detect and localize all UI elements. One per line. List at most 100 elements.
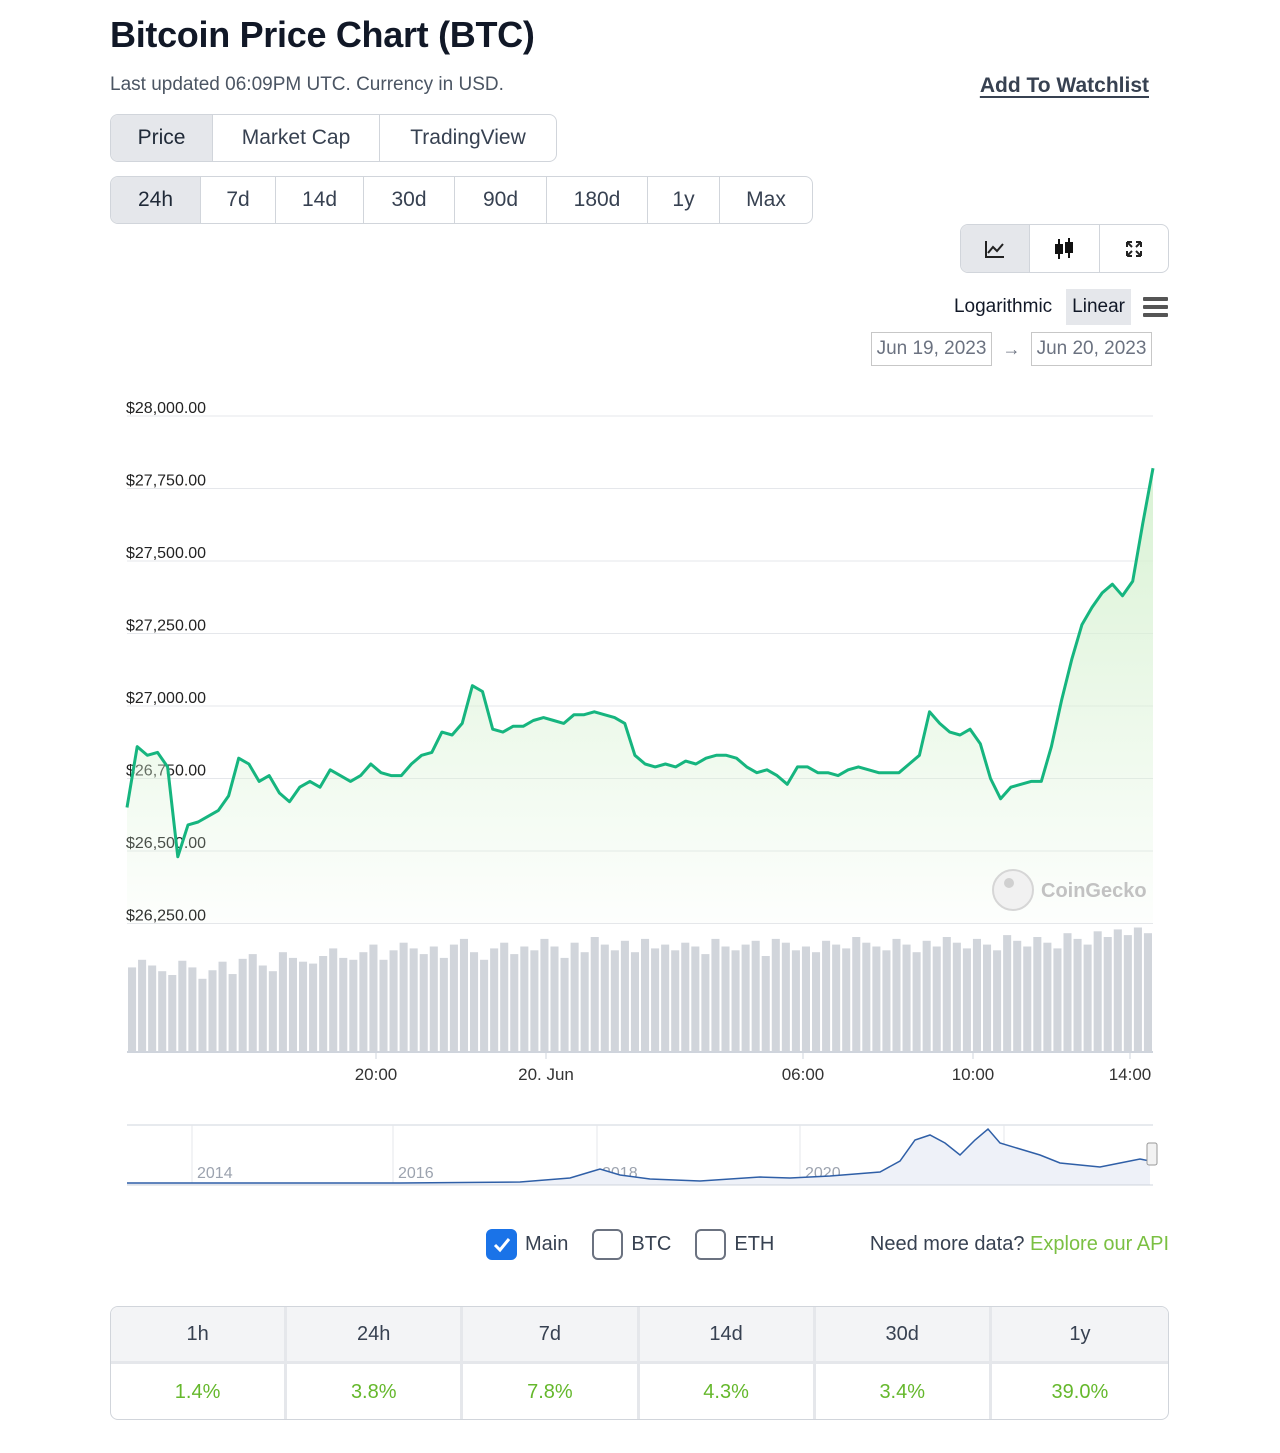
volume-bar [480, 959, 489, 1051]
volume-bar [641, 938, 650, 1051]
y-tick-label: $27,500.00 [126, 545, 206, 562]
checkmark-icon [493, 1237, 510, 1252]
api-promo: Need more data? Explore our API [870, 1233, 1169, 1256]
volume-bar [319, 956, 328, 1051]
volume-bar [1123, 935, 1132, 1051]
volume-bar [761, 956, 770, 1051]
period-change-value: 4.3% [640, 1364, 816, 1419]
volume-bar [580, 952, 589, 1051]
volume-bar [429, 946, 438, 1051]
volume-bar [691, 946, 700, 1051]
volume-bar [801, 946, 810, 1051]
volume-bar [711, 938, 720, 1051]
volume-bar [570, 942, 579, 1051]
compare-checkboxes: Main BTC ETH [486, 1229, 798, 1260]
navigator-line [127, 1127, 1151, 1184]
x-tick-label: 06:00 [782, 1065, 825, 1084]
tab-market-cap[interactable]: Market Cap [213, 115, 380, 161]
linear-scale-option[interactable]: Linear [1066, 289, 1131, 325]
checkbox-btc-box[interactable] [592, 1229, 624, 1260]
volume-bar [1113, 929, 1122, 1051]
checkbox-eth-box[interactable] [695, 1229, 727, 1260]
checkbox-btc[interactable]: BTC [592, 1229, 671, 1260]
checkbox-main-label: Main [525, 1233, 569, 1255]
volume-bar [912, 952, 921, 1051]
candlestick-chart-button[interactable] [1030, 225, 1100, 272]
range-14d-button[interactable]: 14d [276, 177, 364, 223]
volume-bar [349, 959, 358, 1051]
volume-bar [228, 974, 237, 1051]
volume-bar [560, 957, 569, 1051]
x-tick-label: 20:00 [355, 1065, 398, 1084]
price-area [127, 468, 1153, 924]
range-max-button[interactable]: Max [746, 188, 786, 211]
checkbox-btc-label: BTC [631, 1233, 672, 1255]
navigator-chart[interactable]: 20142016201820202022 [0, 1115, 1280, 1195]
range-30d-button[interactable]: 30d [364, 177, 455, 223]
scale-selector: Logarithmic Linear [948, 289, 1168, 325]
checkbox-eth[interactable]: ETH [695, 1229, 774, 1260]
period-header: 7d [463, 1307, 640, 1364]
volume-bar [168, 975, 177, 1051]
volume-bar [530, 950, 539, 1051]
price-chart[interactable]: $28,000.00 $27,750.00 $27,500.00 $27,250.00… [0, 380, 1280, 1100]
volume-bar [198, 978, 207, 1051]
tab-tradingview[interactable]: TradingView [410, 126, 526, 149]
volume-bar [651, 948, 660, 1051]
date-range: Jun 19, 2023 → Jun 20, 2023 [871, 332, 1152, 366]
watermark-text: CoinGecko [1041, 880, 1147, 902]
volume-bar [208, 970, 217, 1051]
api-prompt-text: Need more data? [869, 1233, 1025, 1255]
volume-bar [822, 940, 831, 1051]
volume-bar [922, 940, 931, 1051]
volume-bar [288, 957, 297, 1051]
volume-bar [1133, 927, 1142, 1051]
volume-bar [218, 961, 227, 1051]
explore-api-link[interactable]: Explore our API [1030, 1233, 1169, 1255]
tab-price[interactable]: Price [111, 115, 213, 161]
last-updated-text: Last updated 06:09PM UTC. Currency in US… [110, 74, 504, 95]
volume-bar [952, 942, 961, 1051]
period-header: 30d [815, 1307, 992, 1364]
arrow-right-icon: → [1002, 338, 1021, 359]
hamburger-menu-icon[interactable] [1143, 297, 1168, 317]
period-header: 1h [111, 1307, 288, 1364]
checkbox-main[interactable]: Main [486, 1229, 568, 1260]
fullscreen-button[interactable] [1100, 225, 1168, 272]
volume-bar [701, 954, 710, 1051]
volume-bar [540, 938, 549, 1051]
volume-bar [751, 940, 760, 1051]
volume-bar [439, 957, 448, 1051]
range-7d-button[interactable]: 7d [201, 177, 276, 223]
volume-bar [1053, 948, 1062, 1051]
chart-view-tools [960, 224, 1169, 273]
range-24h-button[interactable]: 24h [111, 177, 201, 223]
date-to-input[interactable]: Jun 20, 2023 [1031, 332, 1152, 366]
volume-bar [1103, 937, 1112, 1051]
logarithmic-scale-option[interactable]: Logarithmic [953, 296, 1053, 317]
date-from-input[interactable]: Jun 19, 2023 [871, 332, 992, 366]
volume-bar [359, 952, 368, 1051]
checkbox-main-box[interactable] [486, 1229, 517, 1260]
range-180d-button[interactable]: 180d [547, 177, 648, 223]
y-tick-label: $27,250.00 [126, 618, 206, 635]
period-change-value: 39.0% [1051, 1381, 1109, 1403]
range-90d-button[interactable]: 90d [455, 177, 547, 223]
volume-bar [731, 950, 740, 1051]
range-1y-button[interactable]: 1y [648, 177, 720, 223]
navigator-tick-label: 2016 [398, 1165, 434, 1182]
line-chart-button[interactable] [961, 225, 1031, 272]
volume-bar [510, 954, 519, 1051]
y-tick-label: $27,000.00 [126, 690, 206, 707]
time-range-selector: 24h 7d 14d 30d 90d 180d 1y Max [110, 176, 813, 224]
coingecko-logo-icon [992, 869, 1034, 911]
period-change-value: 3.4% [816, 1364, 992, 1419]
add-to-watchlist-link[interactable]: Add To Watchlist [979, 74, 1149, 97]
volume-bar [932, 946, 941, 1051]
volume-bar [178, 960, 187, 1051]
price-line [125, 467, 1155, 859]
volume-bar [610, 950, 619, 1051]
volume-bar [409, 948, 418, 1051]
volume-bar [500, 942, 509, 1051]
volume-bar [1023, 946, 1032, 1051]
